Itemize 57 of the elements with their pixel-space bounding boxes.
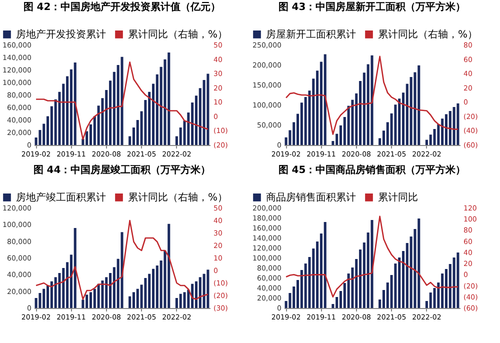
bar	[448, 111, 452, 145]
bar	[38, 293, 42, 308]
bar	[42, 288, 46, 308]
legend-label: 累计同比（右轴，%）	[128, 28, 228, 40]
chart-title: 图 43：中国房屋新开工面积（万平方米）	[278, 1, 466, 13]
bar	[46, 286, 50, 308]
chart-title: 图 42：中国房地产开发投资累计值（亿元）	[23, 1, 221, 13]
bar	[132, 292, 135, 308]
legend-label: 商品房销售面积累计	[266, 191, 356, 204]
legend-label: 累计同比（右轴，%）	[378, 28, 478, 40]
bar	[202, 274, 206, 308]
line-series	[285, 216, 459, 298]
bar	[175, 298, 178, 308]
bar	[128, 296, 132, 308]
bar	[93, 288, 96, 308]
bar	[324, 54, 326, 145]
bar	[105, 277, 108, 308]
bar	[168, 224, 170, 308]
chart-title: 图 44：中国房屋竣工面积（万平方米）	[33, 164, 211, 176]
bar	[456, 252, 460, 308]
bar	[101, 280, 104, 308]
bar	[89, 292, 92, 308]
chart-title: 图 45：中国商品房销售面积（万平方米）	[278, 164, 466, 176]
bar	[54, 277, 57, 308]
bar	[86, 294, 88, 308]
legend-label: 累计同比（右轴，%）	[128, 191, 228, 204]
legend-label: 累计同比	[378, 191, 418, 204]
bar	[74, 62, 76, 145]
bar	[179, 294, 182, 308]
line-series	[285, 56, 459, 135]
line-series	[35, 220, 209, 300]
bar	[152, 268, 155, 308]
bar	[370, 220, 374, 308]
legend-label: 房屋新开工面积累计	[266, 28, 356, 40]
bar	[324, 222, 326, 308]
bar	[206, 74, 210, 145]
bar	[452, 107, 456, 145]
bar	[136, 288, 139, 308]
bar	[50, 281, 53, 308]
bar	[456, 103, 460, 145]
bar	[183, 292, 186, 308]
bar	[74, 228, 76, 308]
bar	[418, 65, 420, 145]
line-series	[35, 61, 209, 140]
bar	[144, 278, 147, 308]
legend-label: 房地产竣工面积累计	[16, 191, 106, 204]
bar	[418, 218, 420, 308]
bar	[370, 55, 374, 145]
bar	[168, 52, 170, 145]
bar	[198, 277, 202, 308]
legend-label: 房地产开发投资累计	[16, 28, 106, 40]
bar	[120, 56, 124, 145]
bar	[194, 281, 198, 308]
bar	[97, 284, 100, 308]
bar	[120, 232, 124, 308]
bar	[444, 114, 448, 145]
bar	[206, 270, 210, 308]
